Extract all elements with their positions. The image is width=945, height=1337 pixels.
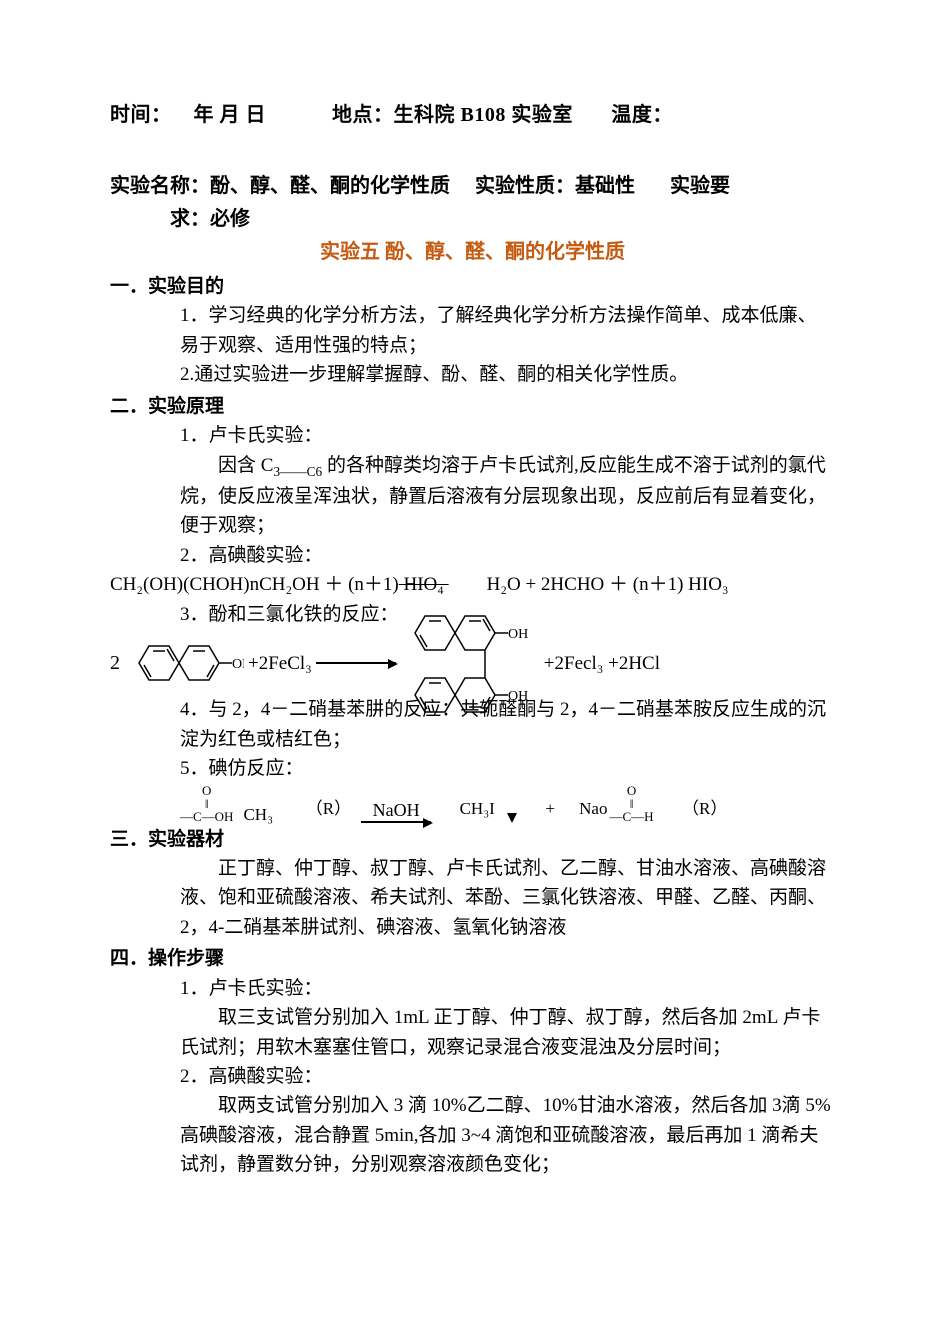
iodoform-arrow-icon (361, 821, 431, 823)
time-fields: 年 月 日 (194, 104, 267, 126)
iodoform-prod2-nao: Nao (579, 796, 607, 822)
experiment-title: 实验五 酚、醇、醛、酮的化学性质 (110, 237, 835, 268)
s1-item-2: 2.通过实验进一步理解掌握醇、酚、醛、酮的相关化学性质。 (110, 360, 835, 389)
iodoform-lhs-o: O (202, 784, 211, 797)
s2-item1-title: 1．卢卡氏实验： (110, 421, 835, 450)
meta-line-1: 实验名称：酚、醇、醛、酮的化学性质 实验性质：基础性 实验要 (110, 171, 835, 202)
exp-name-label: 实验名称： (110, 175, 210, 197)
exp-req-label: 实验要 (670, 175, 730, 197)
s2-item5-title: 5．碘仿反应： (110, 754, 835, 783)
iodoform-prod2-o: O (627, 784, 636, 797)
document-page: 时间： 年 月 日 地点：生科院 B108 实验室 温度： 实验名称：酚、醇、醛… (0, 0, 945, 1337)
s1-item-1: 1．学习经典的化学分析方法，了解经典化学分析方法操作简单、成本低廉、易于观察、适… (110, 301, 835, 360)
iodoform-prod2-dbl: ‖ (630, 797, 634, 810)
eq3-lhs-text: +2FeCl₃ (248, 649, 312, 678)
s2-item4-title-a: 4．与 2，4－二硝基苯肼 (180, 699, 384, 720)
s4-item2-body: 取两支试管分别加入 3 滴 10%乙二醇、10%甘油水溶液，然后各加 3滴 5%… (110, 1091, 835, 1179)
iodoform-over-arrow-label: NaOH (373, 801, 420, 821)
svg-text:OH: OH (508, 627, 528, 642)
time-label: 时间： (110, 104, 172, 126)
eq3-lhs-coeff: 2 (110, 648, 120, 679)
s2-item2-equation: CH₂(OH)(CHOH)nCH₂OH ＋ (n＋1) HIO₄ H₂O + 2… (110, 570, 835, 599)
s2-item2-title: 2．高碘酸实验： (110, 541, 835, 570)
iodoform-lhs-molecule: O ‖ —C—OH (180, 784, 233, 823)
iodoform-prod2-molecule: O ‖ —C—H (609, 784, 653, 823)
iodoform-prod1: CH₃I (460, 796, 495, 822)
exp-nature-label: 实验性质： (475, 175, 575, 197)
exp-name-value: 酚、醇、醛、酮的化学性质 (210, 175, 450, 197)
svg-text:OH: OH (232, 657, 244, 672)
iodoform-plus: + (545, 796, 555, 822)
s2-item1-body-sub: 3——C6 (273, 463, 322, 478)
s4-item1-body: 取三支试管分别加入 1mL 正丁醇、仲丁醇、叔丁醇，然后各加 2mL 卢卡氏试剂… (110, 1003, 835, 1062)
iodoform-lhs-mid: —C—OH (180, 810, 233, 823)
eq3-rhs-text: +2Fecl₃ +2HCl (544, 649, 660, 678)
iodoform-r2: （R） (682, 796, 727, 822)
iodoform-arrow-stack: NaOH (361, 801, 431, 823)
temperature-label: 温度： (611, 104, 673, 126)
s2-item4-title-b: 的反应： (384, 699, 460, 720)
naphthol-structure-icon: OH (124, 633, 244, 693)
s3-body: 正丁醇、仲丁醇、叔丁醇、卢卡氏试剂、乙二醇、甘油水溶液、高碘酸溶液、饱和亚硫酸溶… (110, 854, 835, 942)
reaction-3-diagram: 2 OH +2FeCl₃ (110, 633, 835, 693)
section-1-heading: 一．实验目的 (110, 272, 835, 301)
section-2-heading: 二．实验原理 (110, 392, 835, 421)
reaction-arrow-icon (316, 662, 396, 664)
location-value: 生科院 B108 实验室 (394, 104, 573, 126)
exp-nature-value: 基础性 (575, 175, 635, 197)
iodoform-lhs-ch3: CH₃ (243, 802, 273, 828)
down-arrow-icon (505, 811, 517, 823)
s2-item1-body-a: 因含 C (218, 455, 273, 476)
s2-item1-body: 因含 C3——C6 的各种醇类均溶于卢卡氏试剂,反应能生成不溶于试剂的氯代烷，使… (110, 451, 835, 541)
s4-item1-title: 1．卢卡氏实验： (110, 974, 835, 1003)
s4-item2-title: 2．高碘酸实验： (110, 1062, 835, 1091)
eq2-strike: HIO₄ (399, 574, 449, 595)
section-3-heading: 三．实验器材 (110, 825, 835, 854)
iodoform-lhs-dbl: ‖ (205, 797, 209, 810)
iodoform-prod2-mid: —C—H (609, 810, 653, 823)
meta-line-2: 求：必修 (110, 204, 835, 235)
iodoform-reaction: O ‖ —C—OH CH₃ （R） NaOH CH₃I + Nao O ‖ —C… (110, 784, 835, 823)
eq2-right: H₂O + 2HCHO ＋ (n＋1) HIO₃ (487, 574, 729, 595)
iodoform-r1: （R） (306, 796, 351, 822)
location-label: 地点： (332, 104, 394, 126)
eq2-left: CH₂(OH)(CHOH)nCH₂OH ＋ (n＋1) (110, 574, 399, 595)
header-line: 时间： 年 月 日 地点：生科院 B108 实验室 温度： (110, 100, 835, 131)
section-4-heading: 四．操作步骤 (110, 944, 835, 973)
